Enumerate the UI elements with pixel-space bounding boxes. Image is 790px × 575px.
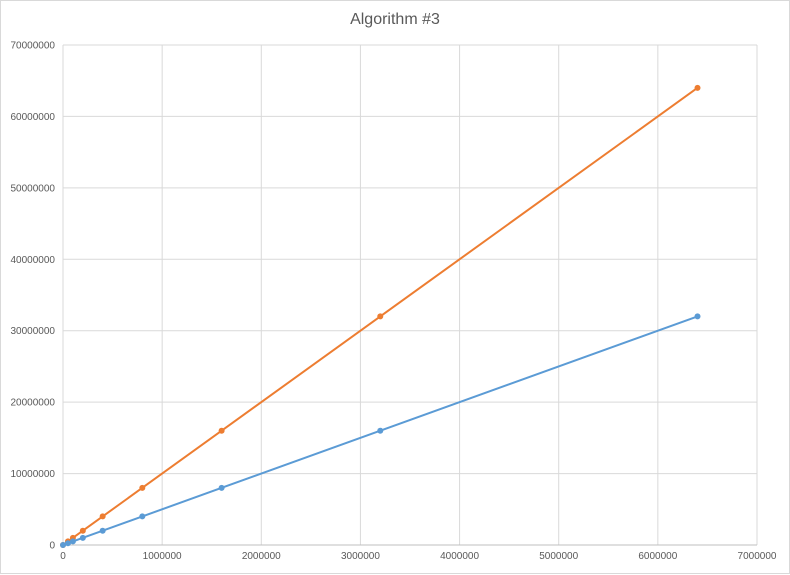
data-point-series-2 bbox=[694, 313, 701, 320]
x-tick-label: 7000000 bbox=[738, 551, 777, 562]
y-tick-label: 50000000 bbox=[11, 183, 56, 194]
data-point-series-1 bbox=[694, 84, 701, 91]
data-point-series-1 bbox=[99, 513, 106, 520]
x-tick-label: 5000000 bbox=[539, 551, 578, 562]
data-point-series-2 bbox=[377, 427, 384, 434]
x-tick-label: 3000000 bbox=[341, 551, 380, 562]
data-point-series-2 bbox=[139, 513, 146, 520]
y-tick-label: 30000000 bbox=[11, 326, 56, 337]
data-point-series-1 bbox=[377, 313, 384, 320]
data-point-series-2 bbox=[64, 540, 71, 547]
data-point-series-1 bbox=[79, 527, 86, 534]
data-point-series-1 bbox=[218, 427, 225, 434]
x-tick-label: 6000000 bbox=[638, 551, 677, 562]
x-tick-label: 2000000 bbox=[242, 551, 281, 562]
data-point-series-2 bbox=[79, 534, 86, 541]
chart-title: Algorithm #3 bbox=[350, 11, 440, 28]
data-point-series-1 bbox=[139, 484, 146, 491]
y-tick-label: 60000000 bbox=[11, 112, 56, 123]
y-tick-label: 70000000 bbox=[11, 41, 56, 52]
data-point-series-2 bbox=[69, 538, 76, 545]
y-tick-label: 10000000 bbox=[11, 469, 56, 480]
x-tick-label: 4000000 bbox=[440, 551, 479, 562]
x-tick-label: 1000000 bbox=[143, 551, 182, 562]
x-tick-label: 0 bbox=[60, 551, 66, 562]
data-point-series-2 bbox=[60, 542, 66, 548]
data-point-series-2 bbox=[218, 484, 225, 491]
y-tick-label: 20000000 bbox=[11, 398, 56, 409]
data-point-series-2 bbox=[99, 527, 106, 534]
y-tick-label: 0 bbox=[49, 541, 55, 552]
y-tick-label: 40000000 bbox=[11, 255, 56, 266]
